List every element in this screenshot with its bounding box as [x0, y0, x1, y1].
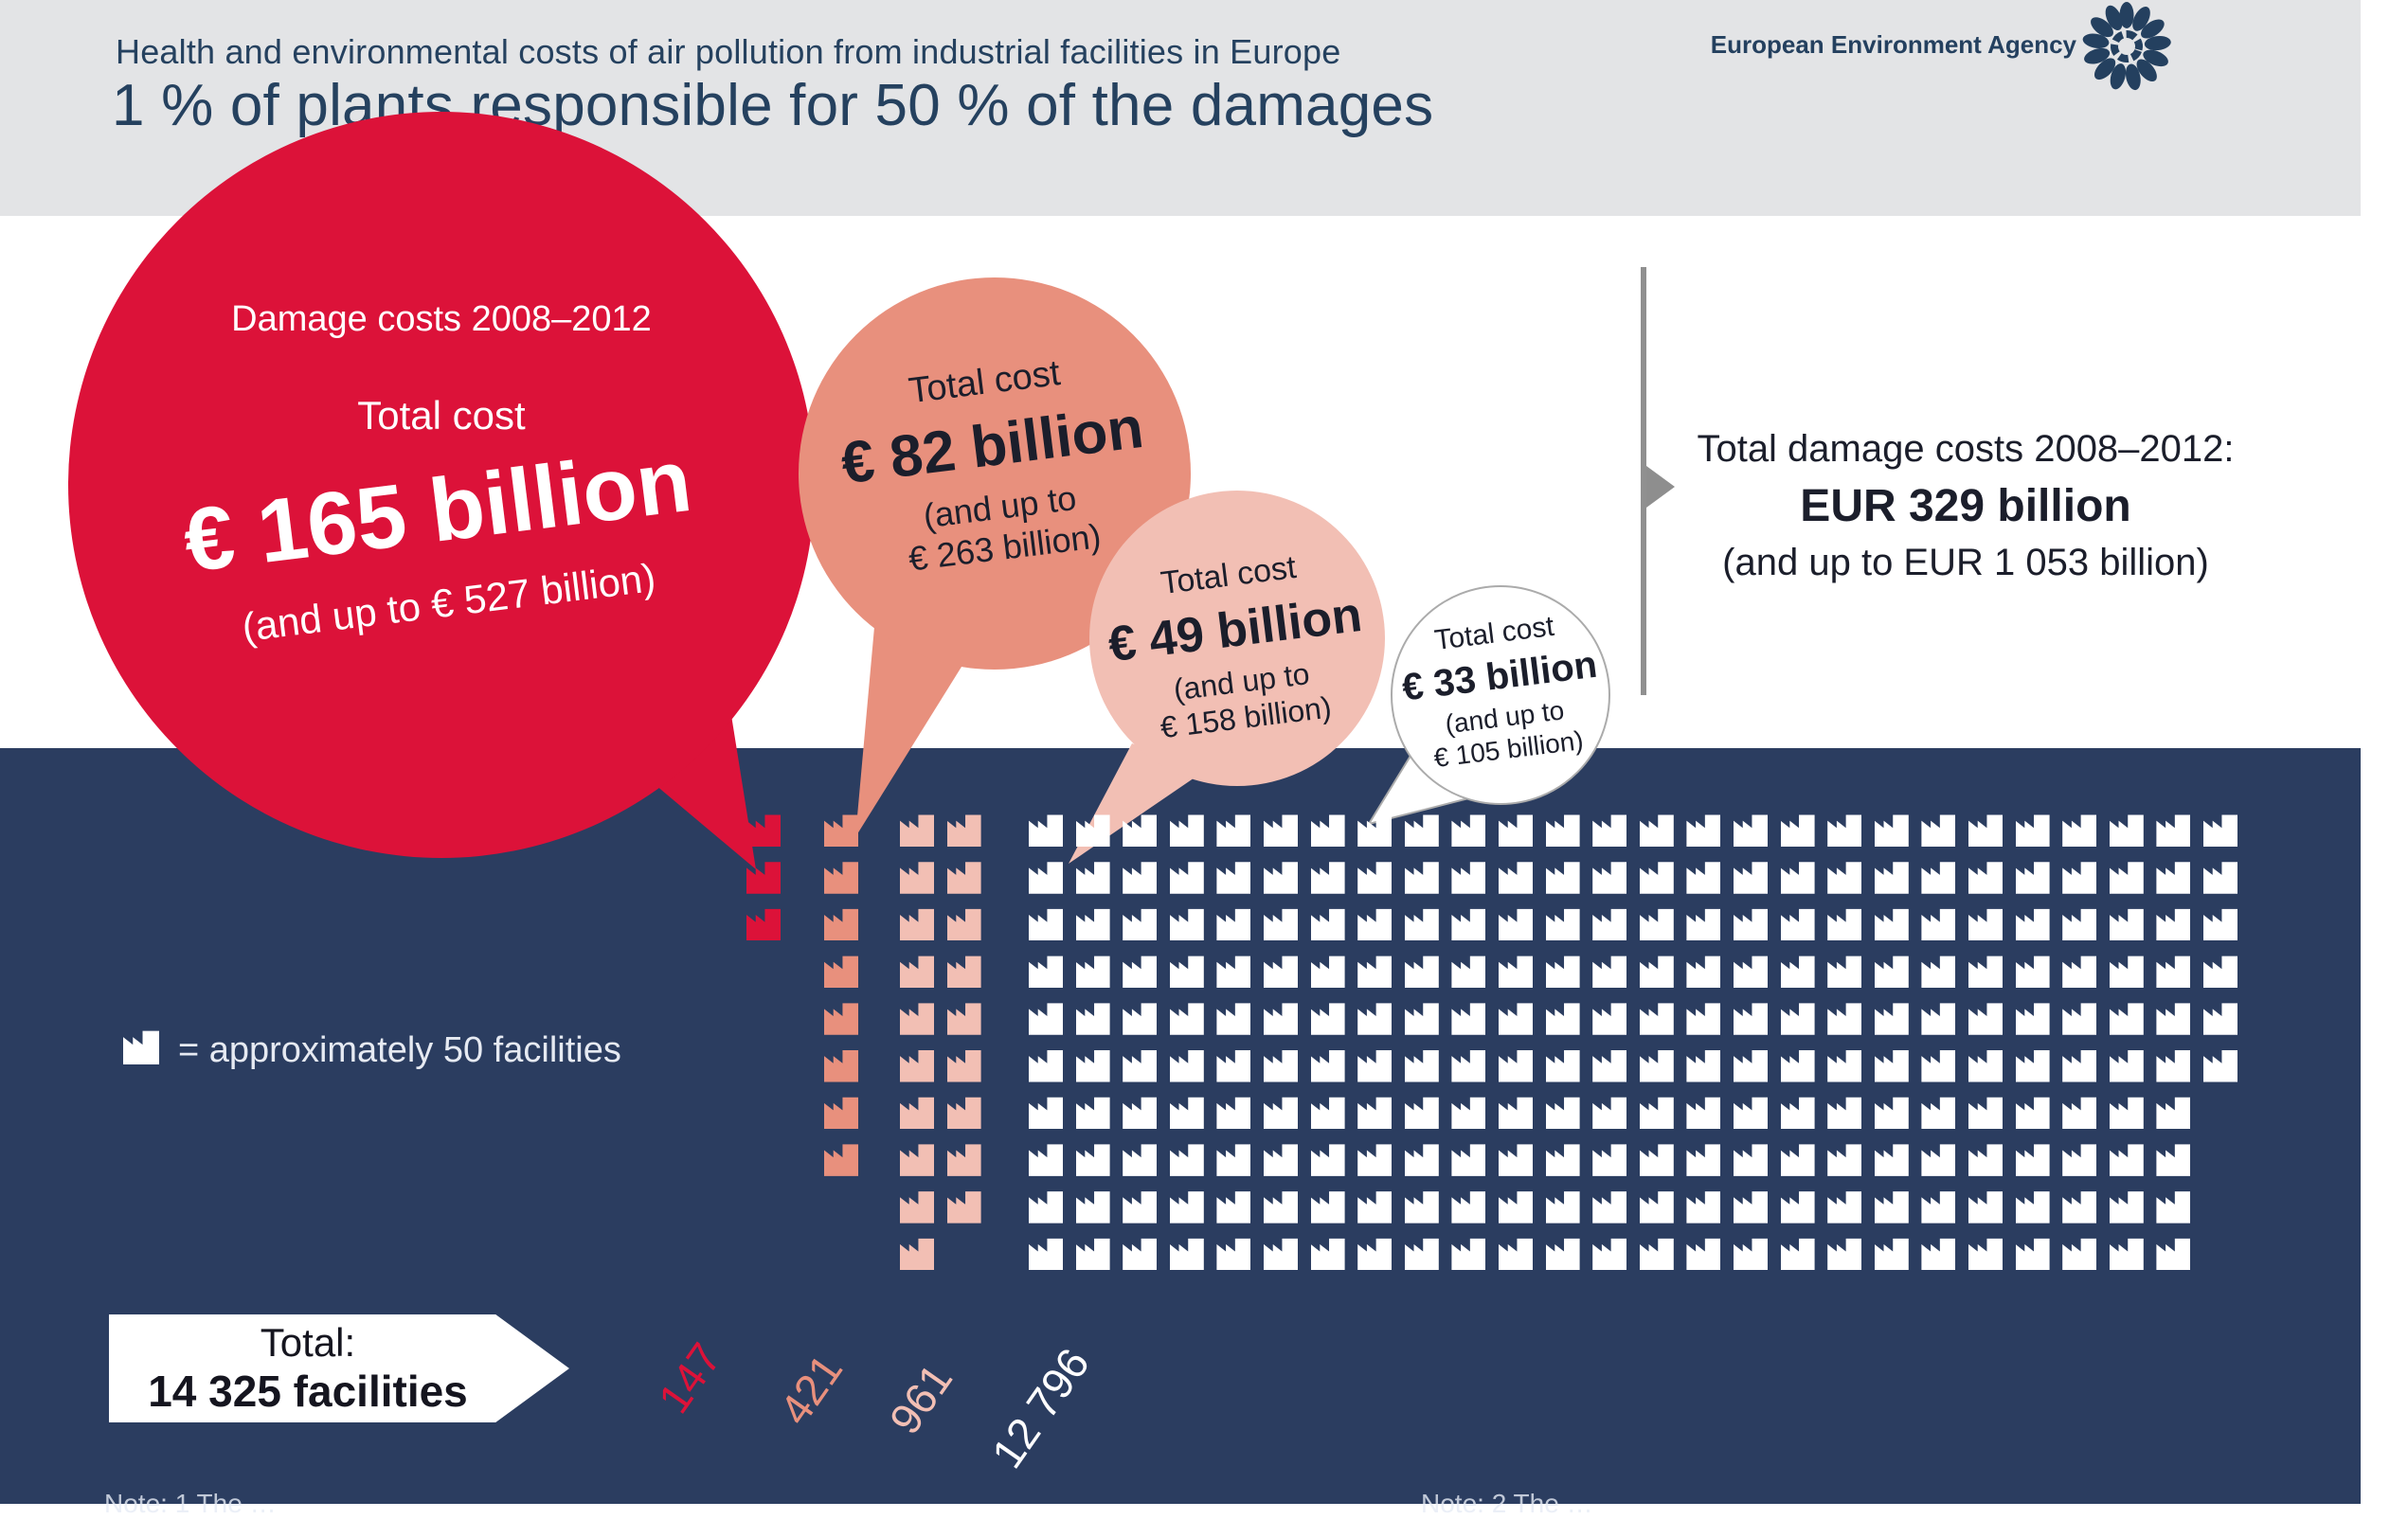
total-facilities-value: 14 325 facilities — [148, 1367, 468, 1416]
callout-arrow-icon — [1646, 466, 1675, 508]
damage-bubble-33-text: Total cost € 33 billion (and up to € 105 … — [1392, 606, 1610, 777]
page-subtitle: Health and environmental costs of air po… — [116, 32, 1341, 71]
callout-line — [1641, 267, 1646, 695]
eea-logo-text: European Environment Agency — [1710, 30, 2076, 59]
total-cost-label: Total cost — [357, 393, 526, 438]
total-damage-upper: (and up to EUR 1 053 billion) — [1722, 542, 2209, 583]
damage-period-label: Damage costs 2008–2012 — [231, 299, 652, 339]
damage-bubble-49 — [1089, 491, 1385, 786]
total-facilities-box: Total: 14 325 facilities — [109, 1314, 569, 1422]
eea-flower-icon — [2082, 2, 2171, 91]
total-damage-callout: Total damage costs 2008–2012: EUR 329 bi… — [1681, 428, 2250, 584]
total-damage-value: EUR 329 billion — [1800, 481, 2131, 531]
damage-bubble-165 — [68, 112, 815, 858]
total-facilities-label: Total: — [260, 1320, 356, 1365]
damage-bubble-33 — [1391, 585, 1610, 805]
damage-bubble-82-text: Total cost € 82 billion (and up to € 263 … — [803, 341, 1186, 590]
legend-label: = approximately 50 facilities — [178, 1030, 621, 1070]
footnote-left: Note: 1 The … — [104, 1489, 277, 1518]
damage-bubble-49-text: Total cost € 49 billion (and up to € 158 … — [1089, 541, 1386, 753]
b82-bubble-tail — [855, 606, 976, 837]
damage-bubble-165-text: Damage costs 2008–2012 Total cost € 165 … — [110, 299, 773, 650]
eea-logo: European Environment Agency — [1711, 0, 2255, 95]
footnote-right: Note: 2 The … — [1421, 1489, 1593, 1518]
total-damage-label: Total damage costs 2008–2012: — [1697, 428, 2235, 470]
